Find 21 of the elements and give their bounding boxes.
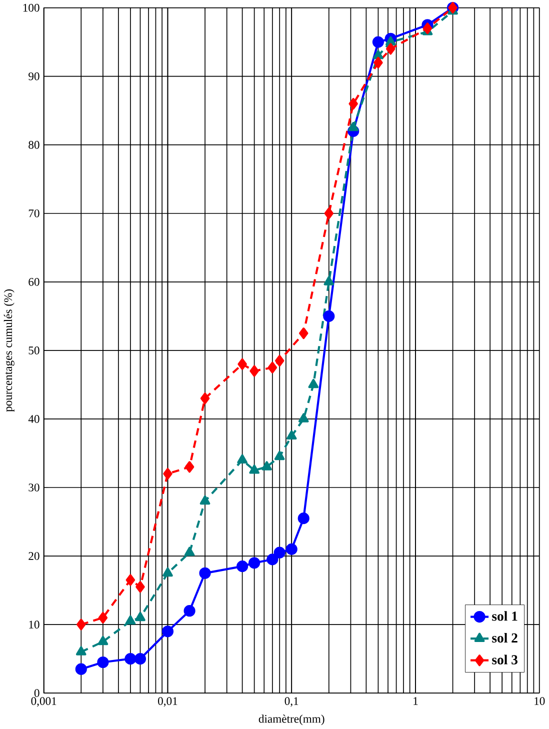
x-tick-label: 10	[534, 697, 545, 705]
y-tick-label: 70	[28, 209, 40, 218]
y-tick-label: 80	[28, 140, 40, 149]
x-axis-title: diamètre(mm)	[258, 714, 324, 726]
x-tick-label: 1	[414, 697, 418, 705]
y-tick-label: 40	[28, 415, 40, 423]
y-axis-title: pourcentages cumulés (%)	[4, 289, 14, 412]
y-tick-label: 60	[28, 278, 40, 286]
y-tick-label: 20	[28, 552, 40, 560]
y-tick-label: 30	[28, 484, 40, 492]
y-tick-label: 0	[34, 689, 40, 697]
y-tick-label: 100	[23, 4, 40, 12]
x-tick-label: 0,1	[284, 697, 298, 707]
x-tick-label: 0,01	[158, 697, 178, 707]
legend-label: sol 1	[492, 611, 518, 621]
legend-label: sol 3	[492, 654, 518, 664]
y-tick-label: 10	[29, 620, 40, 628]
y-tick-label: 90	[28, 72, 40, 80]
x-tick-label: 0,001	[31, 697, 56, 707]
y-tick-label: 50	[28, 346, 40, 354]
legend-label: sol 2	[492, 632, 518, 643]
